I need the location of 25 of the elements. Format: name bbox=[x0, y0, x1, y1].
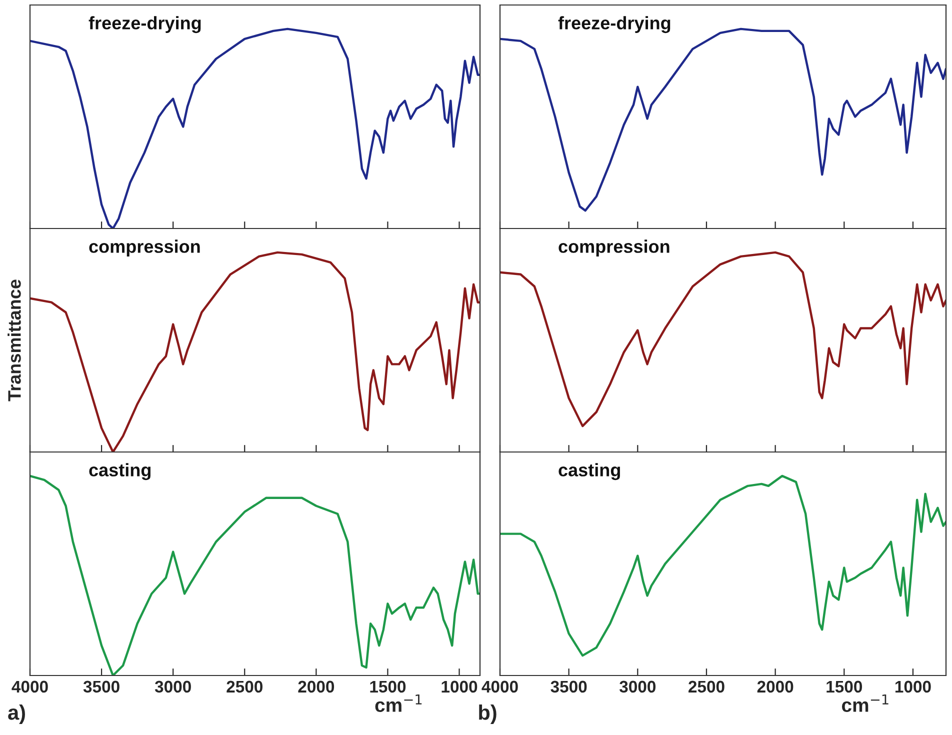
x-tick-label: 1500 bbox=[370, 680, 406, 693]
x-tick-label: 4000 bbox=[482, 680, 518, 693]
x-tick-label: 2000 bbox=[298, 680, 334, 693]
x-tick-label: 3000 bbox=[154, 680, 191, 693]
x-tick-label: 3500 bbox=[550, 680, 587, 693]
x-tick-label: 1500 bbox=[826, 680, 862, 693]
text: compression bbox=[558, 240, 670, 257]
series-label: freeze-drying bbox=[558, 16, 670, 34]
x-tick-label: 1000 bbox=[442, 680, 478, 693]
text: b) bbox=[479, 704, 496, 724]
x-tick-label: 2500 bbox=[688, 680, 724, 693]
series-label: freeze-drying bbox=[88, 16, 201, 34]
series-label: casting bbox=[89, 463, 151, 480]
y-axis-title: Transmittance bbox=[8, 280, 21, 402]
x-tick-label: 3000 bbox=[620, 680, 656, 693]
x-axis-title: cm$^{−1}$ bbox=[842, 694, 888, 712]
x-tick-label: 3500 bbox=[83, 680, 120, 693]
series-label: compression bbox=[89, 240, 200, 257]
text: casting bbox=[558, 463, 620, 480]
text: a) bbox=[8, 704, 25, 724]
x-tick-label: 1000 bbox=[895, 680, 931, 693]
x-axis-title: cm$^{−1}$ bbox=[375, 694, 422, 712]
x-tick-label: 2500 bbox=[226, 680, 262, 693]
x-tick-label: 2000 bbox=[757, 680, 794, 693]
x-tick-label: 4000 bbox=[12, 680, 48, 693]
